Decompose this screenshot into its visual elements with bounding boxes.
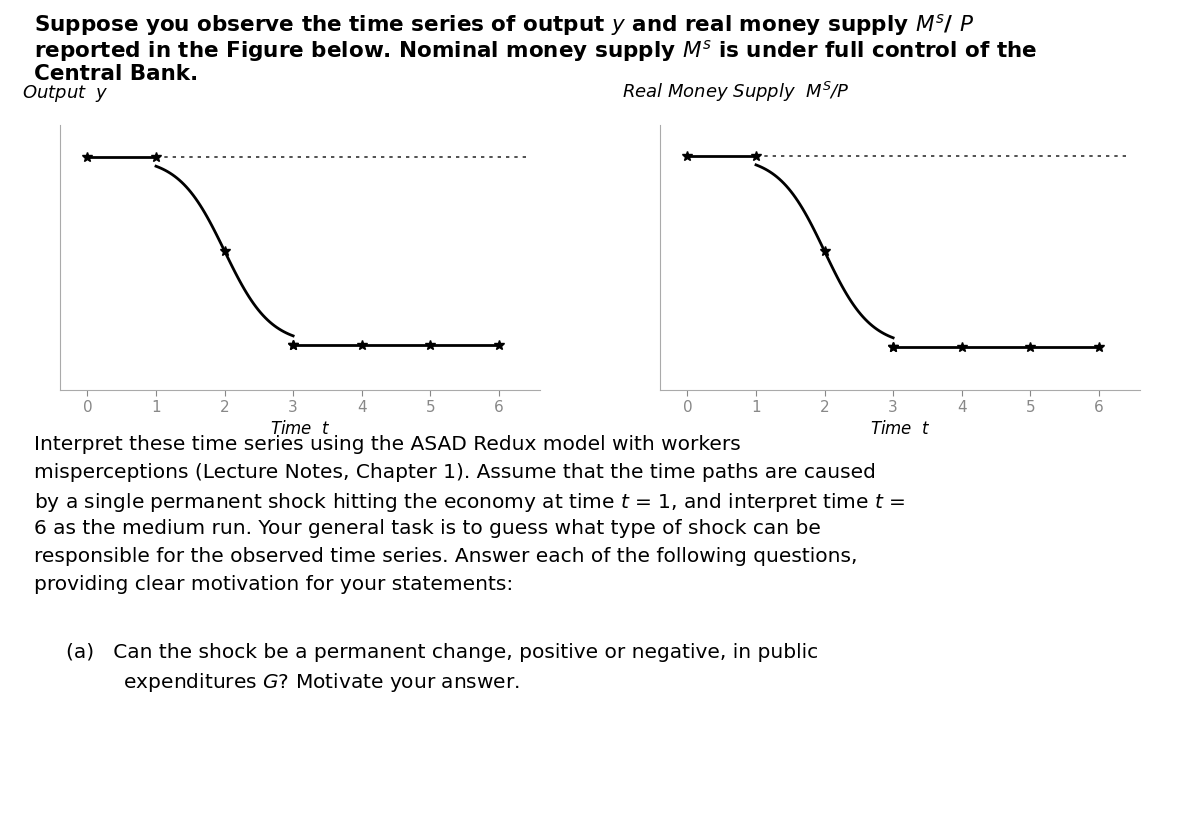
Text: misperceptions (Lecture Notes, Chapter 1). Assume that the time paths are caused: misperceptions (Lecture Notes, Chapter 1… [34,463,876,482]
Text: Output  $y$: Output $y$ [22,83,108,104]
Text: Suppose you observe the time series of output $y$ and real money supply $M^s$/ $: Suppose you observe the time series of o… [34,12,973,38]
Text: 6 as the medium run. Your general task is to guess what type of shock can be: 6 as the medium run. Your general task i… [34,519,821,538]
Text: expenditures $G$? Motivate your answer.: expenditures $G$? Motivate your answer. [66,671,520,694]
Text: reported in the Figure below. Nominal money supply $M^s$ is under full control o: reported in the Figure below. Nominal mo… [34,38,1037,64]
Text: providing clear motivation for your statements:: providing clear motivation for your stat… [34,575,512,594]
Text: by a single permanent shock hitting the economy at time $t$ = 1, and interpret t: by a single permanent shock hitting the … [34,491,905,514]
X-axis label: Time  $t$: Time $t$ [270,420,330,438]
Text: (a)   Can the shock be a permanent change, positive or negative, in public: (a) Can the shock be a permanent change,… [66,643,818,662]
Text: Central Bank.: Central Bank. [34,64,198,84]
Text: Interpret these time series using the ASAD Redux model with workers: Interpret these time series using the AS… [34,435,740,454]
Text: responsible for the observed time series. Answer each of the following questions: responsible for the observed time series… [34,547,857,566]
Text: Real Money Supply  $M^S$/$P$: Real Money Supply $M^S$/$P$ [622,80,850,104]
X-axis label: Time  $t$: Time $t$ [870,420,930,438]
